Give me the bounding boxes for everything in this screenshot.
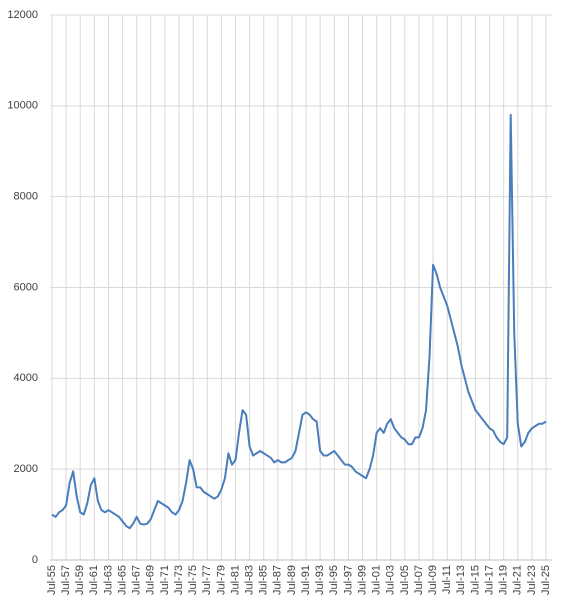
x-tick-label: Jul-89 xyxy=(286,565,298,595)
x-tick-label: Jul-75 xyxy=(187,565,199,595)
y-tick-label: 8000 xyxy=(14,191,38,203)
x-tick-label: Jul-55 xyxy=(46,565,58,595)
x-tick-label: Jul-77 xyxy=(201,565,213,595)
x-tick-label: Jul-59 xyxy=(74,565,86,595)
x-tick-label: Jul-57 xyxy=(60,565,72,595)
x-tick-label: Jul-07 xyxy=(413,565,425,595)
x-tick-label: Jul-05 xyxy=(399,565,411,595)
x-tick-label: Jul-23 xyxy=(526,565,538,595)
x-tick-label: Jul-95 xyxy=(328,565,340,595)
x-tick-label: Jul-79 xyxy=(215,565,227,595)
x-tick-label: Jul-85 xyxy=(258,565,270,595)
x-tick-label: Jul-71 xyxy=(159,565,171,595)
x-tick-label: Jul-17 xyxy=(483,565,495,595)
x-tick-label: Jul-01 xyxy=(371,565,383,595)
y-tick-label: 2000 xyxy=(14,463,38,475)
x-tick-label: Jul-69 xyxy=(145,565,157,595)
x-tick-label: Jul-87 xyxy=(272,565,284,595)
x-tick-label: Jul-93 xyxy=(314,565,326,595)
x-tick-label: Jul-81 xyxy=(229,565,241,595)
x-tick-label: Jul-83 xyxy=(244,565,256,595)
x-tick-label: Jul-97 xyxy=(342,565,354,595)
x-tick-label: Jul-09 xyxy=(427,565,439,595)
y-tick-label: 10000 xyxy=(7,100,38,112)
x-tick-label: Jul-61 xyxy=(88,565,100,595)
data-line xyxy=(51,113,547,530)
x-tick-label: Jul-11 xyxy=(441,565,453,594)
x-tick-label: Jul-13 xyxy=(455,565,467,595)
x-tick-label: Jul-25 xyxy=(540,565,552,595)
x-tick-label: Jul-03 xyxy=(385,565,397,595)
y-tick-label: 12000 xyxy=(7,9,38,21)
x-tick-label: Jul-65 xyxy=(116,565,128,595)
y-tick-label: 6000 xyxy=(14,281,38,293)
x-tick-label: Jul-21 xyxy=(512,565,524,595)
x-tick-label: Jul-73 xyxy=(173,565,185,595)
y-tick-label: 0 xyxy=(32,554,38,566)
x-tick-label: Jul-63 xyxy=(102,565,114,595)
x-tick-label: Jul-15 xyxy=(469,565,481,595)
x-tick-label: Jul-99 xyxy=(356,565,368,595)
x-tick-label: Jul-19 xyxy=(498,565,510,595)
x-tick-label: Jul-67 xyxy=(131,565,143,595)
x-tick-label: Jul-91 xyxy=(300,565,312,595)
y-tick-label: 4000 xyxy=(14,372,38,384)
